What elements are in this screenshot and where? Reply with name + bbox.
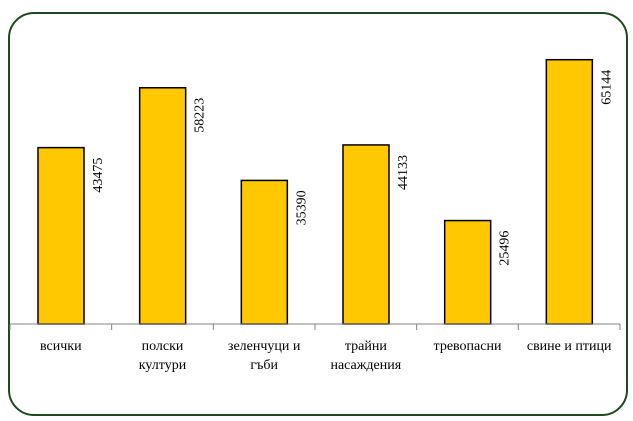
chart-frame	[8, 12, 628, 416]
x-axis	[9, 323, 621, 330]
category-label-line: зеленчуци и	[228, 339, 301, 354]
data-label-2: 35390	[294, 190, 309, 225]
data-label-4: 25496	[498, 231, 513, 266]
labels-layer: 43475 всички 58223 полски култури 35390 зеленч…	[40, 70, 614, 373]
category-label-3: трайни насаждения	[330, 339, 401, 373]
data-label-5: 65144	[599, 70, 614, 105]
category-label-line: гъби	[250, 358, 278, 373]
bar-0	[37, 146, 85, 325]
bar-1	[138, 87, 187, 325]
category-label-4: тревопасни	[434, 339, 502, 354]
bar-4	[443, 219, 492, 325]
bar-3	[342, 144, 390, 325]
category-label-2: зеленчуци и гъби	[228, 339, 301, 373]
bars-layer	[37, 58, 594, 325]
category-label-line: полски	[142, 339, 184, 354]
data-label-0: 43475	[91, 158, 106, 193]
bar-5	[545, 58, 594, 325]
category-label-line: свине и птици	[527, 339, 612, 354]
category-label-line: насаждения	[330, 358, 401, 373]
data-label-3: 44133	[396, 155, 411, 190]
category-label-line: трайни	[345, 339, 387, 354]
category-label-0: всички	[40, 339, 82, 354]
data-label-1: 58223	[193, 98, 208, 133]
category-label-line: култури	[139, 358, 187, 373]
category-label-line: тревопасни	[434, 339, 502, 354]
category-label-5: свине и птици	[527, 339, 612, 354]
bar-2	[240, 179, 289, 325]
category-label-1: полски култури	[139, 339, 187, 373]
category-label-line: всички	[40, 339, 82, 354]
